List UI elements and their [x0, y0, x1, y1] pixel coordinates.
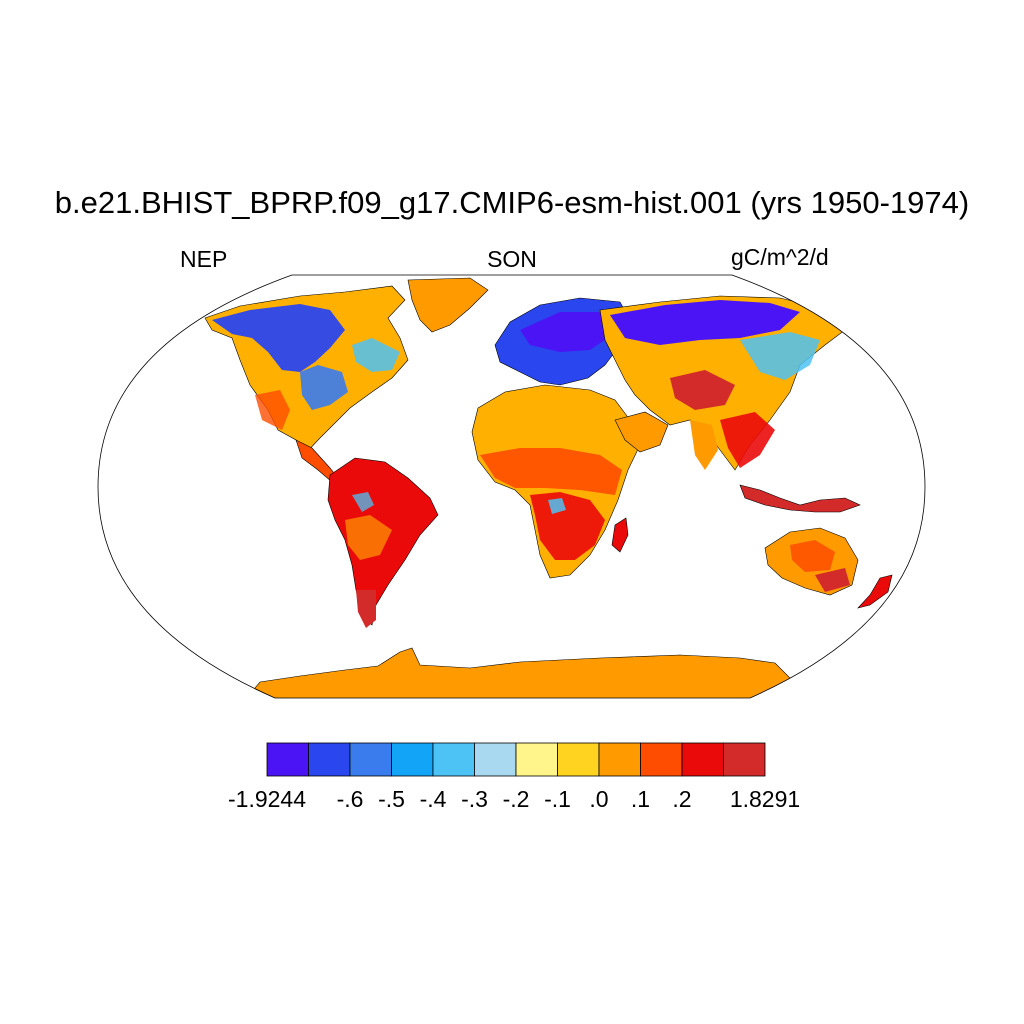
east-asia-light-blue — [740, 332, 820, 380]
colorbar-tick-label: -.5 — [378, 786, 405, 812]
colorbar-tick-label: 1.8291 — [729, 786, 801, 812]
antarctica-landmass — [244, 647, 796, 698]
colorbar-tick-label: -.3 — [461, 786, 488, 812]
colorbar-swatch — [723, 742, 766, 777]
colorbar-tick-label: .2 — [672, 786, 692, 812]
colorbar-swatch — [266, 742, 309, 777]
south-america-mixed-zone — [345, 515, 392, 560]
north-america-east-blue — [300, 365, 348, 410]
figure-title: b.e21.BHIST_BPRP.f09_g17.CMIP6-esm-hist.… — [54, 185, 970, 220]
variable-label: NEP — [180, 246, 228, 272]
new-zealand-landmass — [857, 574, 893, 609]
colorbar-tick-label: .1 — [630, 786, 651, 812]
colorbar-swatch — [474, 742, 517, 777]
colorbar-swatch — [308, 742, 351, 777]
australia-southeast-red — [815, 568, 850, 592]
madagascar-landmass — [611, 517, 629, 553]
colorbar-tick-label: -.1 — [544, 786, 571, 812]
colorbar-swatch — [598, 742, 641, 777]
africa-sahel-red — [480, 448, 622, 495]
colorbar-swatch — [515, 742, 558, 777]
africa-central-dark — [530, 492, 605, 560]
colorbar-swatch — [391, 742, 434, 777]
colorbar-tick-label: .0 — [589, 786, 609, 812]
southeast-asia-red — [720, 412, 775, 468]
arabia-orange — [614, 411, 669, 453]
colorbar-tick-labels: -1.9244 -.6 -.5 -.4 -.3 -.2 -.1 .0 .1 .2 1.8291 — [0, 786, 1024, 816]
map-border — [97, 274, 926, 699]
africa-blue-spot — [548, 498, 566, 514]
colorbar-swatch — [349, 742, 392, 777]
siberia-blue — [610, 300, 800, 345]
colorbar-tick-label: -1.9244 — [227, 786, 307, 812]
colorbar-swatch — [432, 742, 475, 777]
colorbar-swatch — [557, 742, 600, 777]
colorbar-tick-label: -.6 — [336, 786, 364, 812]
colorbar-swatch — [681, 742, 724, 777]
south-america-blue-spots — [352, 492, 374, 512]
tibet-dark-red — [670, 370, 735, 410]
units-label: gC/m^2/d — [731, 244, 829, 270]
colorbar — [266, 742, 766, 777]
season-label: SON — [487, 246, 537, 272]
north-america-light-blue — [352, 338, 400, 372]
north-america-cold-zone — [212, 304, 345, 372]
indonesia-landmass — [739, 484, 861, 513]
colorbar-tick-label: -.2 — [502, 786, 530, 812]
patagonia-dark-red — [356, 590, 376, 628]
india-orange — [690, 420, 718, 470]
greenland-landmass — [407, 277, 489, 333]
colorbar-tick-label: -.4 — [419, 786, 447, 812]
north-america-south-red — [255, 390, 290, 430]
australia-red-interior — [790, 540, 835, 572]
colorbar-swatch — [640, 742, 683, 777]
europe-purple-core — [520, 312, 612, 352]
